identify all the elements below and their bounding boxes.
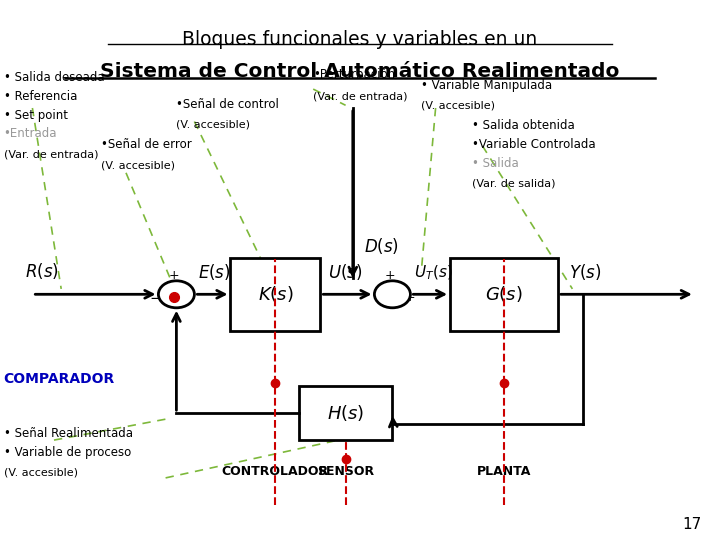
Text: (Var. de salida): (Var. de salida) bbox=[472, 179, 555, 189]
Text: (V. accesible): (V. accesible) bbox=[421, 100, 495, 111]
Text: •Señal de error: •Señal de error bbox=[101, 138, 192, 151]
Text: •Entrada: •Entrada bbox=[4, 127, 57, 140]
Text: • Salida obtenida: • Salida obtenida bbox=[472, 119, 575, 132]
Text: COMPARADOR: COMPARADOR bbox=[4, 372, 115, 386]
Circle shape bbox=[158, 281, 194, 308]
Text: (Var. de entrada): (Var. de entrada) bbox=[313, 91, 408, 102]
Text: Bloques funcionales y variables en un: Bloques funcionales y variables en un bbox=[182, 30, 538, 49]
Text: (V. accesible): (V. accesible) bbox=[101, 160, 175, 170]
Text: $U_T(s)$: $U_T(s)$ bbox=[414, 264, 453, 282]
Text: •Variable Controlada: •Variable Controlada bbox=[472, 138, 595, 151]
Text: −: − bbox=[150, 291, 163, 306]
Text: (Var. de entrada): (Var. de entrada) bbox=[4, 149, 98, 159]
Text: +: + bbox=[385, 269, 395, 282]
Text: $R(s)$: $R(s)$ bbox=[25, 261, 59, 281]
Text: $E(s)$: $E(s)$ bbox=[198, 262, 230, 282]
Text: • Variable Manipulada: • Variable Manipulada bbox=[421, 79, 552, 92]
Text: PLANTA: PLANTA bbox=[477, 465, 531, 478]
Text: +: + bbox=[169, 269, 179, 282]
Text: •Perturbación: •Perturbación bbox=[313, 68, 395, 81]
Text: (V. accesible): (V. accesible) bbox=[4, 468, 78, 478]
Text: • Referencia: • Referencia bbox=[4, 90, 77, 103]
Text: •Señal de control: •Señal de control bbox=[176, 98, 279, 111]
Text: $K(s)$: $K(s)$ bbox=[258, 284, 293, 305]
Text: 17: 17 bbox=[683, 517, 702, 532]
Text: • Señal Realimentada: • Señal Realimentada bbox=[4, 427, 132, 440]
Text: CONTROLADOR: CONTROLADOR bbox=[222, 465, 329, 478]
Text: • Salida deseada: • Salida deseada bbox=[4, 71, 104, 84]
Text: $G(s)$: $G(s)$ bbox=[485, 284, 523, 305]
Bar bbox=[230, 258, 320, 330]
Text: $D(s)$: $D(s)$ bbox=[364, 237, 399, 256]
Circle shape bbox=[374, 281, 410, 308]
Text: $U(s)$: $U(s)$ bbox=[328, 262, 362, 282]
Text: • Set point: • Set point bbox=[4, 109, 68, 122]
Bar bbox=[450, 258, 558, 330]
Text: • Variable de proceso: • Variable de proceso bbox=[4, 446, 131, 459]
Text: +: + bbox=[405, 291, 415, 304]
Text: • Salida: • Salida bbox=[472, 157, 518, 170]
Text: Sistema de Control Automático Realimentado: Sistema de Control Automático Realimenta… bbox=[100, 62, 620, 81]
Bar bbox=[299, 386, 392, 440]
Text: $H(s)$: $H(s)$ bbox=[327, 403, 364, 423]
Text: SENSOR: SENSOR bbox=[317, 465, 374, 478]
Text: (V. accesible): (V. accesible) bbox=[176, 119, 251, 130]
Text: $Y(s)$: $Y(s)$ bbox=[569, 262, 601, 282]
